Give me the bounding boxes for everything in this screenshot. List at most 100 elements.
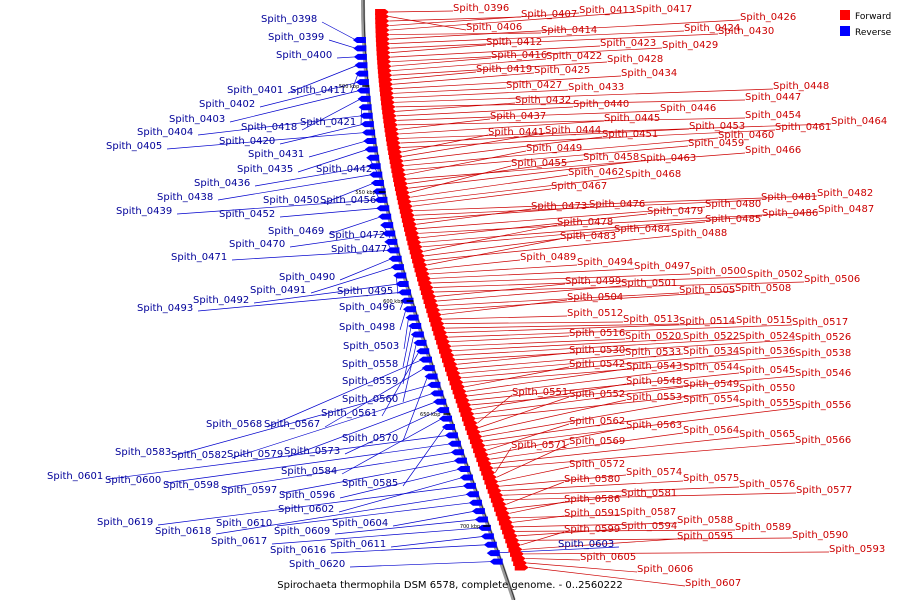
forward-connector xyxy=(480,399,627,433)
forward-gene-glyph xyxy=(481,469,496,476)
forward-gene-glyph xyxy=(407,239,422,246)
reverse-gene-label: Spith_0399 xyxy=(268,32,324,43)
forward-gene-label: Spith_0486 xyxy=(762,208,818,219)
forward-gene-glyph xyxy=(418,279,433,286)
reverse-gene-label: Spith_0611 xyxy=(330,539,386,550)
forward-connector xyxy=(509,501,565,514)
forward-connector xyxy=(443,315,568,320)
forward-gene-glyph xyxy=(455,397,470,404)
forward-gene-label: Spith_0483 xyxy=(560,231,616,242)
forward-connector xyxy=(461,353,740,379)
reverse-gene-glyph xyxy=(358,104,372,111)
forward-gene-glyph xyxy=(514,564,529,571)
reverse-gene-glyph xyxy=(418,356,432,363)
forward-gene-label: Spith_0594 xyxy=(621,521,677,532)
forward-gene-label: Spith_0460 xyxy=(718,130,774,141)
forward-connector xyxy=(395,88,774,103)
forward-gene-label: Spith_0536 xyxy=(739,346,795,357)
forward-gene-glyph xyxy=(420,289,435,295)
reverse-gene-glyph xyxy=(444,432,458,439)
forward-connector xyxy=(460,353,684,374)
forward-gene-glyph xyxy=(386,139,401,146)
reverse-gene-label: Spith_0442 xyxy=(316,164,372,175)
reverse-gene-glyph xyxy=(357,95,371,102)
forward-gene-label: Spith_0428 xyxy=(607,54,663,65)
forward-gene-label: Spith_0575 xyxy=(683,473,739,484)
forward-gene-label: Spith_0607 xyxy=(685,578,741,589)
forward-gene-glyph xyxy=(376,45,391,52)
reverse-connector xyxy=(276,502,472,527)
forward-gene-label: Spith_0494 xyxy=(577,257,633,268)
forward-gene-label: Spith_0476 xyxy=(589,199,645,210)
reverse-gene-glyph xyxy=(413,339,427,346)
forward-gene-label: Spith_0424 xyxy=(684,23,740,34)
label-connector-lines xyxy=(107,10,832,587)
scale-tick-label: 650 kbp xyxy=(420,412,440,418)
forward-gene-glyph xyxy=(486,483,501,490)
reverse-gene-label: Spith_0477 xyxy=(331,244,387,255)
forward-gene-glyph xyxy=(389,158,404,165)
forward-gene-glyph xyxy=(502,528,517,535)
reverse-connector xyxy=(339,468,460,499)
reverse-gene-glyph xyxy=(390,264,404,271)
forward-gene-label: Spith_0485 xyxy=(705,214,761,225)
forward-connector xyxy=(396,102,516,112)
forward-connector xyxy=(391,57,492,67)
forward-gene-label: Spith_0505 xyxy=(679,285,735,296)
forward-gene-glyph xyxy=(405,230,420,237)
forward-gene-glyph xyxy=(376,54,391,61)
forward-gene-label: Spith_0462 xyxy=(568,167,624,178)
forward-gene-label: Spith_0468 xyxy=(625,169,681,180)
forward-connector xyxy=(496,443,570,478)
forward-connector xyxy=(501,480,684,492)
forward-gene-label: Spith_0587 xyxy=(620,507,676,518)
forward-connector xyxy=(393,72,535,85)
reverse-gene-label: Spith_0602 xyxy=(278,504,334,515)
forward-gene-label: Spith_0427 xyxy=(506,80,562,91)
forward-gene-glyph xyxy=(378,72,393,79)
forward-connector xyxy=(477,394,513,424)
forward-connector xyxy=(438,292,680,306)
reverse-connector xyxy=(231,393,434,459)
reverse-gene-glyph xyxy=(405,314,419,321)
forward-gene-glyph xyxy=(473,447,488,454)
reverse-connector xyxy=(297,149,368,173)
forward-gene-glyph xyxy=(419,284,434,291)
forward-gene-glyph xyxy=(454,392,469,399)
forward-connector xyxy=(421,215,763,243)
forward-connector xyxy=(409,165,512,193)
forward-connector xyxy=(396,106,574,117)
forward-gene-label: Spith_0459 xyxy=(688,138,744,149)
reverse-gene-glyph xyxy=(354,62,368,69)
reverse-connector xyxy=(287,64,358,94)
forward-connector xyxy=(517,528,622,537)
reverse-connector xyxy=(308,140,367,158)
forward-gene-glyph xyxy=(437,343,452,350)
forward-gene-label: Spith_0407 xyxy=(521,9,577,20)
forward-connector xyxy=(436,283,566,297)
forward-gene-label: Spith_0591 xyxy=(564,508,620,519)
forward-gene-label: Spith_0481 xyxy=(761,192,817,203)
reverse-gene-glyph xyxy=(367,163,381,170)
reverse-gene-label: Spith_0559 xyxy=(342,376,398,387)
forward-gene-glyph xyxy=(463,419,478,426)
forward-gene-glyph xyxy=(406,234,421,241)
reverse-connector xyxy=(229,90,360,123)
forward-connector xyxy=(420,213,648,239)
forward-gene-label: Spith_0514 xyxy=(679,316,735,327)
forward-connector xyxy=(453,338,684,352)
forward-gene-glyph xyxy=(510,550,525,557)
forward-connector xyxy=(516,529,736,532)
reverse-connector xyxy=(253,283,399,304)
forward-gene-glyph xyxy=(380,94,395,101)
reverse-gene-label: Spith_0601 xyxy=(47,471,103,482)
forward-connector xyxy=(440,290,736,311)
forward-gene-glyph xyxy=(471,442,486,449)
forward-gene-label: Spith_0566 xyxy=(795,435,851,446)
reverse-gene-glyph xyxy=(369,171,383,178)
forward-gene-glyph xyxy=(376,40,391,47)
forward-gene-glyph xyxy=(508,546,523,553)
forward-gene-label: Spith_0516 xyxy=(569,328,625,339)
reverse-gene-glyph xyxy=(465,491,479,498)
